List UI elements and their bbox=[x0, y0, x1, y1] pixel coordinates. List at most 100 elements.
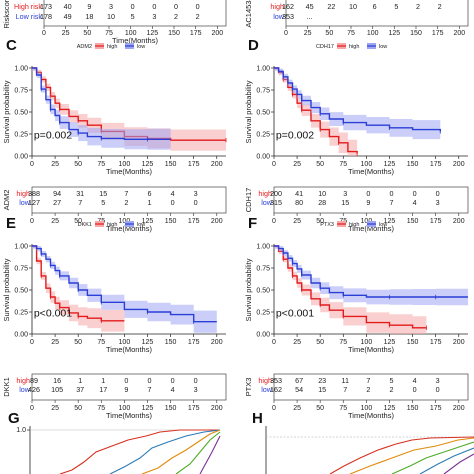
risk-x-tick-label: 150 bbox=[407, 405, 419, 412]
roc-curve-5 bbox=[199, 435, 221, 474]
risk-count: 45 bbox=[306, 2, 314, 11]
risk-count-low: 105 bbox=[51, 385, 63, 394]
x-tick-label: 150 bbox=[407, 161, 419, 168]
x-tick-label: 0 bbox=[272, 339, 276, 346]
x-tick-label: 100 bbox=[361, 339, 373, 346]
x-tick-label: 75 bbox=[339, 339, 347, 346]
y-tick-label: 0.00 bbox=[14, 153, 28, 160]
risk-row-label-high: high bbox=[258, 376, 272, 385]
legend-label-high: high bbox=[349, 222, 359, 228]
x-tick-label: 75 bbox=[347, 30, 355, 37]
risk-row-label-low: low bbox=[19, 198, 31, 207]
ci-band-high bbox=[32, 246, 125, 333]
risk-x-tick-label: 100 bbox=[119, 218, 131, 225]
risk-x-tick-label: 75 bbox=[339, 405, 347, 412]
risk-count: 0 bbox=[196, 2, 200, 11]
p-value: p<0.001 bbox=[276, 307, 314, 319]
x-tick-label: 150 bbox=[410, 30, 422, 37]
risk-count-high: 23 bbox=[318, 376, 326, 385]
y-tick-label: 0.00 bbox=[256, 153, 270, 160]
risk-count-high: 1 bbox=[101, 376, 105, 385]
x-axis-title: Time(Months) bbox=[106, 345, 152, 354]
risk-count: 18 bbox=[85, 12, 93, 21]
risk-table-ylabel: DKK1 bbox=[2, 377, 11, 397]
roc-curve-4 bbox=[419, 447, 474, 474]
legend-title: ADM2 bbox=[77, 44, 92, 50]
risk-row-label-low: low bbox=[261, 385, 273, 394]
risk-count-high: 0 bbox=[366, 189, 370, 198]
risk-count-low: 0 bbox=[171, 198, 175, 207]
risk-count-high: 1 bbox=[78, 376, 82, 385]
risk-count-high: 6 bbox=[147, 189, 151, 198]
risk-count-low: 5 bbox=[101, 198, 105, 207]
x-tick-label: 175 bbox=[430, 339, 442, 346]
x-tick-label: 25 bbox=[51, 339, 59, 346]
ci-band-high bbox=[274, 68, 358, 156]
x-tick-label: 50 bbox=[83, 30, 91, 37]
risk-count-high: 388 bbox=[28, 189, 40, 198]
risk-count-high: 3 bbox=[194, 189, 198, 198]
risk-count: 6 bbox=[373, 2, 377, 11]
x-tick-label: 150 bbox=[407, 339, 419, 346]
risk-count-low: 127 bbox=[28, 198, 40, 207]
x-tick-label: 125 bbox=[384, 161, 396, 168]
panel-letter: G bbox=[8, 410, 20, 427]
risk-count-high: 4 bbox=[171, 189, 175, 198]
y-tick-label: 0.25 bbox=[256, 309, 270, 316]
risk-count-high: 10 bbox=[318, 189, 326, 198]
risk-count-high: 353 bbox=[270, 376, 282, 385]
risk-count-low: 54 bbox=[295, 385, 303, 394]
survival-curve-high bbox=[32, 245, 125, 322]
risk-count-high: 0 bbox=[413, 189, 417, 198]
risk-x-tick-label: 0 bbox=[30, 218, 34, 225]
risk-count-low: 315 bbox=[270, 198, 282, 207]
y-tick-label: 0.75 bbox=[256, 265, 270, 272]
risk-count: 40 bbox=[64, 2, 72, 11]
risk-table-frame bbox=[285, 0, 469, 27]
x-tick-label: 150 bbox=[165, 339, 177, 346]
x-tick-label: 75 bbox=[339, 161, 347, 168]
risk-count: 2 bbox=[438, 2, 442, 11]
panel-letter: E bbox=[6, 215, 16, 232]
risk-x-tick-label: 0 bbox=[30, 405, 34, 412]
ci-band-low bbox=[274, 246, 468, 306]
panel-letter: D bbox=[248, 37, 259, 54]
x-tick-label: 100 bbox=[119, 161, 131, 168]
roc-curve-4 bbox=[175, 431, 221, 474]
risk-count-high: 94 bbox=[53, 189, 61, 198]
risk-table-ylabel: Riskscore bbox=[2, 0, 11, 28]
survival-curve-high bbox=[274, 245, 427, 329]
risk-count-low: 2 bbox=[389, 385, 393, 394]
ci-band-high bbox=[32, 68, 226, 152]
x-tick-label: 0 bbox=[30, 339, 34, 346]
risk-count-low: 426 bbox=[28, 385, 40, 394]
roc-curve-1 bbox=[329, 436, 474, 474]
risk-row-label-high: high bbox=[258, 189, 272, 198]
risk-count: 5 bbox=[394, 2, 398, 11]
risk-row-label-low: low bbox=[19, 385, 31, 394]
risk-count-low: 7 bbox=[389, 198, 393, 207]
risk-count: 2 bbox=[174, 12, 178, 21]
legend: ADM2 high low bbox=[77, 43, 145, 50]
x-tick-label: 175 bbox=[430, 161, 442, 168]
risk-count-high: 0 bbox=[194, 376, 198, 385]
x-tick-label: 50 bbox=[74, 339, 82, 346]
risk-table-frame bbox=[31, 186, 227, 214]
panel-h: H bbox=[252, 410, 474, 474]
risk-x-tick-label: 100 bbox=[361, 405, 373, 412]
x-tick-label: 125 bbox=[142, 339, 154, 346]
risk-table-frame bbox=[273, 373, 469, 401]
risk-x-tick-label: 200 bbox=[453, 218, 465, 225]
risk-count-low: 0 bbox=[436, 385, 440, 394]
risk-count-low: 1 bbox=[147, 198, 151, 207]
risk-count-high: 0 bbox=[124, 376, 128, 385]
risk-count: 2 bbox=[196, 12, 200, 21]
risk-count-low: 15 bbox=[341, 198, 349, 207]
roc-curve-5 bbox=[443, 453, 474, 474]
legend-label-high: high bbox=[107, 44, 117, 50]
risk-count-high: 4 bbox=[413, 376, 417, 385]
